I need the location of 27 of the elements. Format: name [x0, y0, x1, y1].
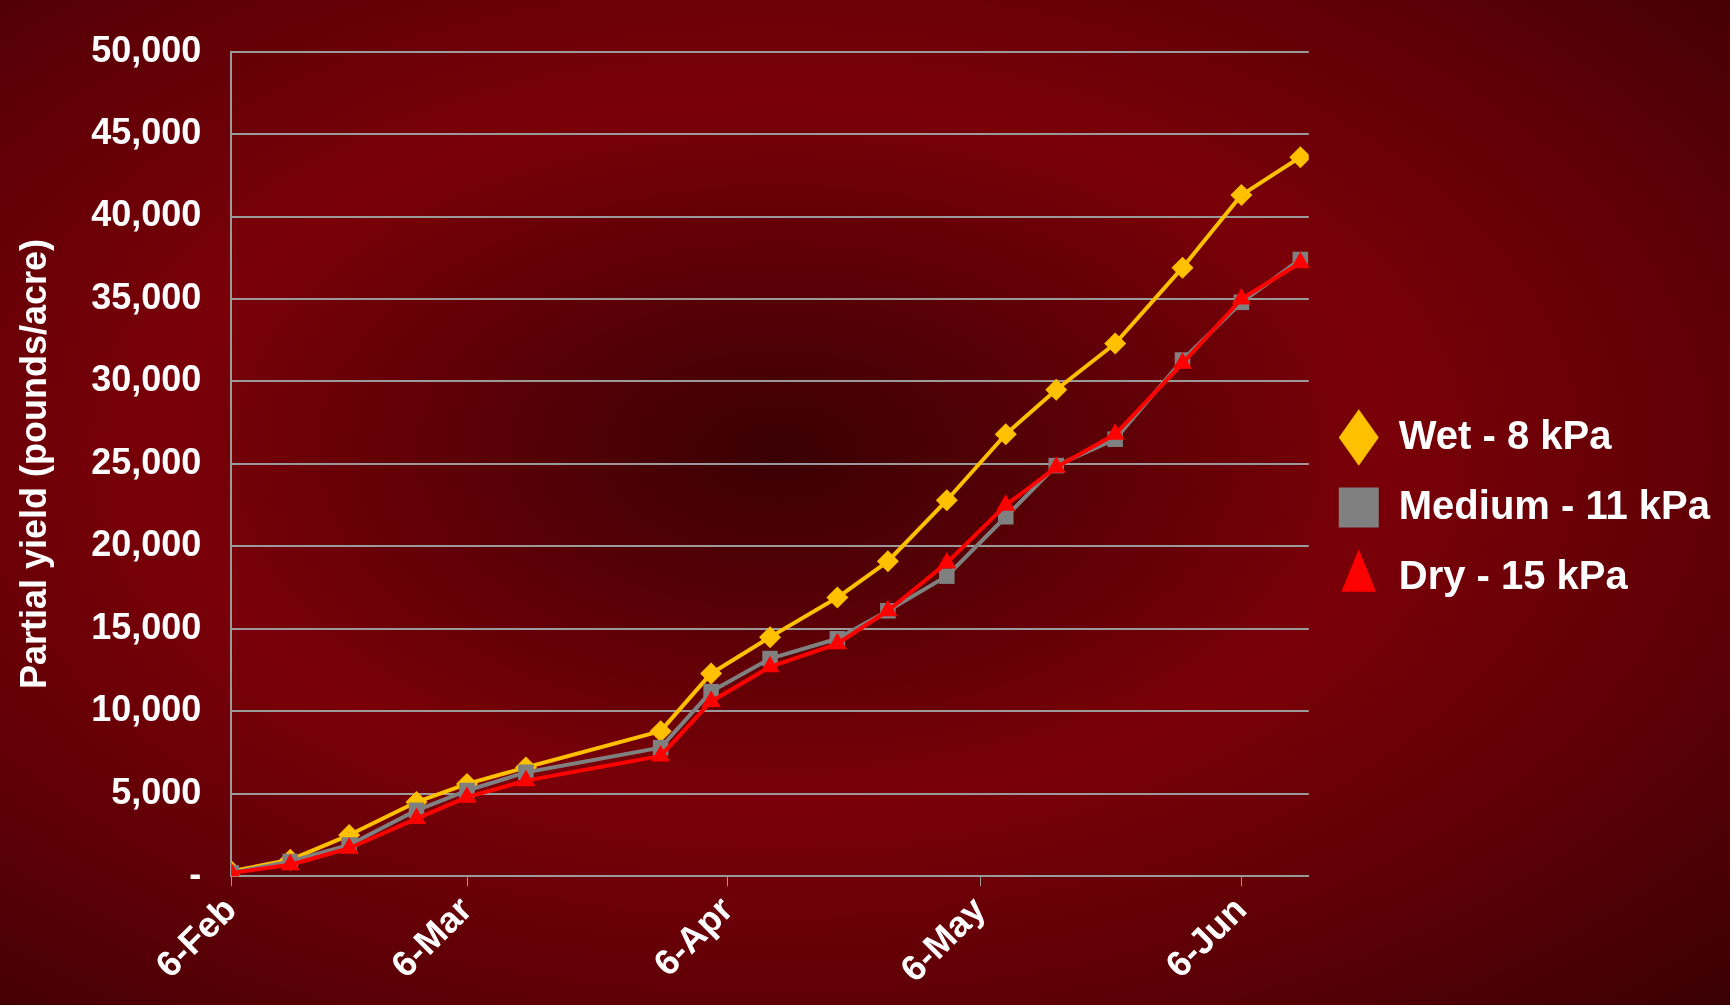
point — [1045, 378, 1068, 401]
legend-label: Wet - 8 kPa — [1398, 412, 1613, 457]
y-axis-title: Partial yield (pounds/acre) — [12, 238, 54, 690]
point — [700, 662, 723, 685]
y-tick-label: 40,000 — [91, 193, 202, 235]
y-tick-label: 30,000 — [91, 358, 202, 400]
y-tick-label: 15,000 — [91, 605, 202, 647]
point — [1171, 256, 1194, 279]
y-tick-label: 45,000 — [91, 110, 202, 152]
point — [1230, 184, 1253, 207]
point — [826, 586, 849, 609]
point — [649, 720, 672, 743]
y-tick-label: 35,000 — [91, 275, 202, 317]
point — [935, 489, 958, 512]
y-tick-label: 5,000 — [111, 770, 202, 812]
point — [994, 423, 1017, 446]
legend-label: Medium - 11 kPa — [1398, 482, 1711, 527]
y-tick-label: 50,000 — [91, 28, 202, 70]
y-tick-label: 20,000 — [91, 523, 202, 565]
point — [939, 568, 955, 584]
point — [1104, 332, 1127, 355]
y-tick-label: - — [189, 853, 202, 895]
point — [759, 626, 782, 649]
y-tick-label: 10,000 — [91, 688, 202, 730]
y-tick-label: 25,000 — [91, 440, 202, 482]
legend-label: Dry - 15 kPa — [1398, 552, 1629, 597]
point — [876, 550, 899, 573]
